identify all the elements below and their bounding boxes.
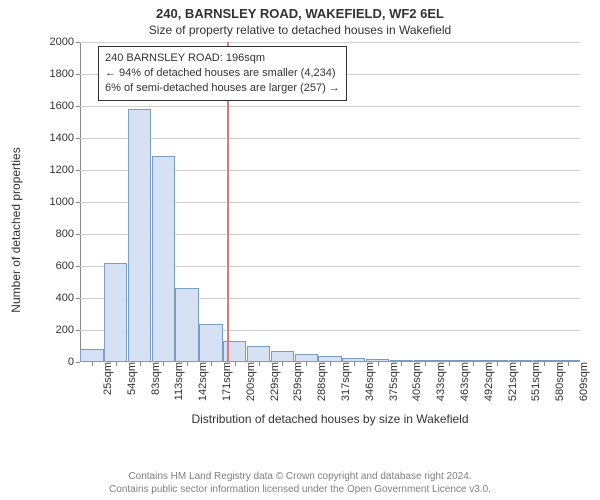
x-tick-label: 25sqm [96, 362, 114, 395]
x-tick-mark [116, 362, 117, 366]
x-tick-label: 142sqm [191, 362, 209, 401]
x-tick-mark [211, 362, 212, 366]
x-tick-mark [354, 362, 355, 366]
x-tick-mark [520, 362, 521, 366]
footer-attribution: Contains HM Land Registry data © Crown c… [0, 470, 600, 496]
histogram-bar [247, 346, 270, 362]
x-tick-label: 405sqm [405, 362, 423, 401]
x-tick-label: 113sqm [167, 362, 185, 400]
x-tick-mark [187, 362, 188, 366]
x-tick-mark [235, 362, 236, 366]
x-tick-label: 346sqm [358, 362, 376, 401]
x-tick-mark [568, 362, 569, 366]
histogram-bar [199, 324, 222, 362]
x-tick-label: 229sqm [263, 362, 281, 401]
x-tick-label: 521sqm [501, 362, 519, 401]
page-subtitle: Size of property relative to detached ho… [0, 21, 600, 41]
footer-line2: Contains public sector information licen… [0, 483, 600, 496]
x-tick-mark [330, 362, 331, 366]
x-tick-mark [163, 362, 164, 366]
footer-line1: Contains HM Land Registry data © Crown c… [0, 470, 600, 483]
histogram-bar [152, 156, 175, 362]
x-tick-mark [473, 362, 474, 366]
page-title: 240, BARNSLEY ROAD, WAKEFIELD, WF2 6EL [0, 0, 600, 21]
x-tick-mark [282, 362, 283, 366]
x-tick-mark [378, 362, 379, 366]
x-tick-mark [306, 362, 307, 366]
x-tick-label: 83sqm [144, 362, 162, 395]
y-tick-mark [76, 42, 80, 43]
y-axis-label: Number of detached properties [9, 147, 23, 312]
x-tick-mark [425, 362, 426, 366]
x-tick-mark [92, 362, 93, 366]
x-axis-label: Distribution of detached houses by size … [80, 412, 580, 426]
annotation-box: 240 BARNSLEY ROAD: 196sqm ← 94% of detac… [98, 46, 347, 101]
x-tick-mark [544, 362, 545, 366]
x-tick-label: 288sqm [310, 362, 328, 401]
x-tick-label: 54sqm [120, 362, 138, 395]
histogram-bar [175, 288, 198, 362]
y-tick-mark [76, 362, 80, 363]
x-tick-label: 580sqm [548, 362, 566, 401]
histogram-bar [104, 263, 127, 362]
y-tick-mark [76, 170, 80, 171]
y-tick-mark [76, 298, 80, 299]
x-tick-label: 463sqm [453, 362, 471, 401]
x-tick-label: 492sqm [477, 362, 495, 401]
y-tick-mark [76, 266, 80, 267]
x-tick-mark [401, 362, 402, 366]
y-tick-mark [76, 106, 80, 107]
x-tick-label: 433sqm [429, 362, 447, 401]
x-tick-mark [140, 362, 141, 366]
annotation-line2: ← 94% of detached houses are smaller (4,… [105, 66, 340, 81]
y-tick-mark [76, 74, 80, 75]
x-tick-label: 171sqm [215, 362, 233, 401]
x-tick-label: 609sqm [572, 362, 590, 401]
x-tick-label: 259sqm [286, 362, 304, 401]
histogram-bar [295, 354, 318, 362]
histogram-bar [271, 351, 294, 362]
histogram-bar [80, 349, 103, 362]
x-tick-mark [259, 362, 260, 366]
y-tick-mark [76, 202, 80, 203]
y-tick-mark [76, 138, 80, 139]
y-tick-mark [76, 234, 80, 235]
histogram-bar [128, 109, 151, 362]
x-tick-label: 200sqm [239, 362, 257, 401]
x-tick-mark [497, 362, 498, 366]
x-tick-label: 551sqm [524, 362, 542, 401]
chart-container: Number of detached properties 0200400600… [28, 42, 588, 418]
x-tick-mark [449, 362, 450, 366]
annotation-line3: 6% of semi-detached houses are larger (2… [105, 81, 340, 96]
x-tick-label: 375sqm [382, 362, 400, 401]
annotation-line1: 240 BARNSLEY ROAD: 196sqm [105, 51, 340, 66]
x-tick-label: 317sqm [334, 362, 352, 401]
y-tick-mark [76, 330, 80, 331]
